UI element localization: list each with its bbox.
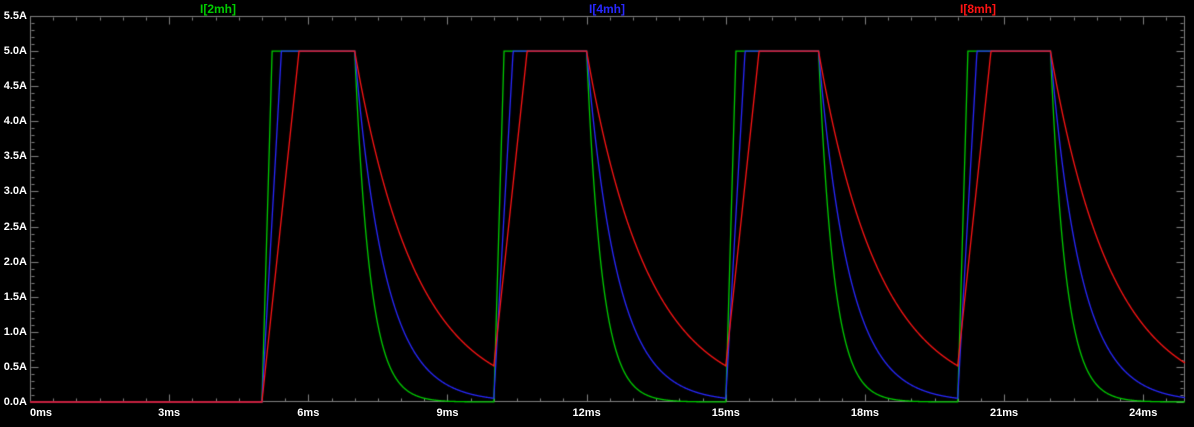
waveform-viewer: 5.5A5.0A4.5A4.0A3.5A3.0A2.5A2.0A1.5A1.0A… xyxy=(0,0,1194,427)
waveform-plot-canvas xyxy=(0,0,1194,427)
trace-label: I[2mh] xyxy=(200,2,236,16)
trace-label: I[4mh] xyxy=(589,2,625,16)
trace-legend: I[2mh] I[4mh] I[8mh] xyxy=(0,0,1194,16)
trace-label: I[8mh] xyxy=(960,2,996,16)
